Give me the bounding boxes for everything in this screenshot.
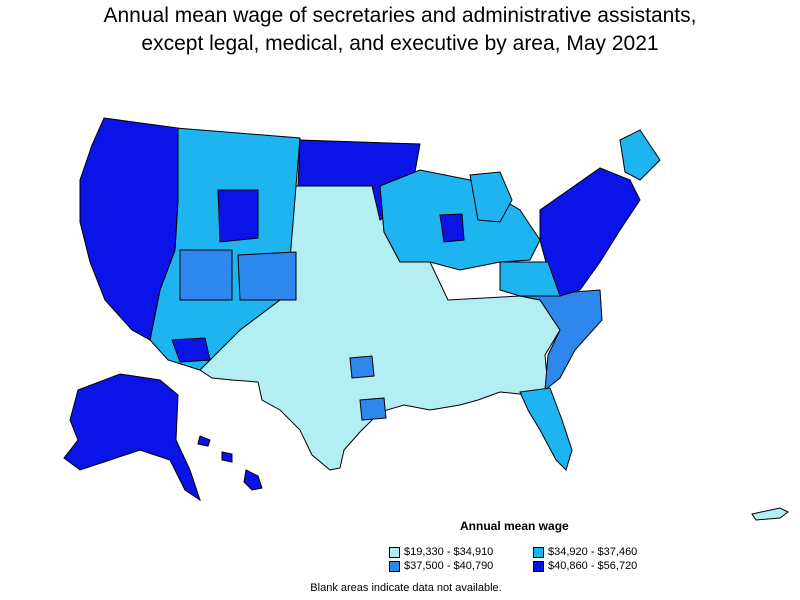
legend-label-1: $19,330 - $34,910 — [404, 546, 494, 558]
legend-item-2: $34,920 - $37,460 — [533, 546, 637, 558]
legend-label-4: $40,860 - $56,720 — [548, 560, 638, 572]
region-colorado — [237, 251, 297, 301]
legend-title: Annual mean wage — [460, 519, 569, 533]
legend-label-3: $37,500 - $40,790 — [404, 560, 494, 572]
legend-item-1: $19,330 - $34,910 — [389, 546, 493, 558]
legend-item-4: $40,860 - $56,720 — [533, 560, 637, 572]
region-maine — [619, 129, 661, 181]
region-wyoming — [217, 189, 259, 243]
region-alaska — [63, 373, 201, 502]
region-michigan — [469, 171, 513, 223]
legend-swatch-1 — [389, 546, 400, 558]
region-dallas — [349, 355, 375, 379]
region-southeast — [519, 289, 603, 392]
region-utah — [179, 249, 233, 301]
legend-item-3: $37,500 - $40,790 — [389, 560, 493, 572]
region-arizona-phoenix — [171, 337, 211, 363]
region-hawaii-islands — [197, 435, 233, 463]
region-houston — [359, 397, 387, 421]
region-puerto-rico — [751, 507, 789, 521]
legend-swatch-2 — [533, 546, 544, 558]
region-northeast — [539, 167, 641, 297]
region-chicago — [439, 213, 465, 243]
legend-swatch-3 — [389, 560, 400, 572]
region-hawaii — [243, 469, 263, 491]
region-mid-atlantic — [499, 261, 561, 297]
map-title: Annual mean wage of secretaries and admi… — [103, 4, 697, 55]
legend-swatch-4 — [533, 560, 544, 572]
data-availability-note: Blank areas indicate data not available. — [310, 582, 502, 594]
region-pacific — [79, 117, 179, 341]
legend-label-2: $34,920 - $37,460 — [548, 546, 638, 558]
region-florida — [519, 387, 573, 471]
